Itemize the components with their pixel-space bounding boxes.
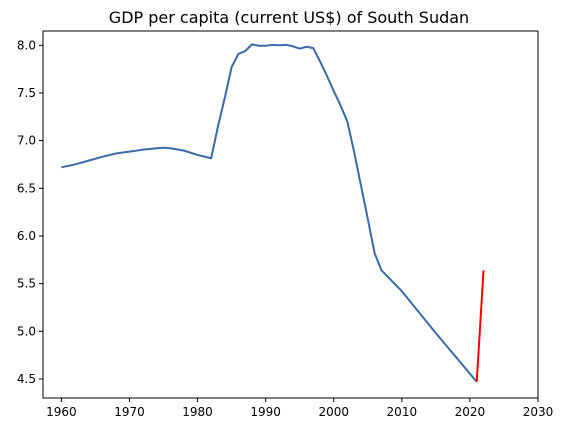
x-tick-label: 2020 — [455, 405, 486, 419]
y-axis: 4.5 5.0 5.5 6.0 6.5 7.0 7.5 8.0 — [17, 38, 43, 386]
y-tick-label: 6.5 — [17, 181, 36, 195]
x-tick-label: 2030 — [523, 405, 554, 419]
x-tick-label: 1980 — [182, 405, 213, 419]
x-tick-label: 2000 — [318, 405, 349, 419]
y-tick-label: 6.0 — [17, 229, 36, 243]
x-tick-label: 2010 — [387, 405, 418, 419]
y-tick-label: 5.0 — [17, 324, 36, 338]
series-line-1 — [475, 270, 485, 382]
chart-title: GDP per capita (current US$) of South Su… — [109, 8, 469, 27]
y-tick-label: 7.0 — [17, 134, 36, 148]
plot-area — [61, 43, 485, 383]
y-tick-label: 5.5 — [17, 277, 36, 291]
y-tick-label: 8.0 — [17, 38, 36, 52]
y-tick-label: 4.5 — [17, 372, 36, 386]
series-line-0 — [61, 43, 478, 383]
x-tick-label: 1970 — [114, 405, 145, 419]
plot-frame — [42, 30, 539, 399]
x-axis: 1960 1970 1980 1990 2000 2010 2020 2030 — [46, 398, 553, 419]
x-tick-label: 1960 — [46, 405, 77, 419]
y-tick-label: 7.5 — [17, 86, 36, 100]
x-tick-label: 1990 — [250, 405, 281, 419]
